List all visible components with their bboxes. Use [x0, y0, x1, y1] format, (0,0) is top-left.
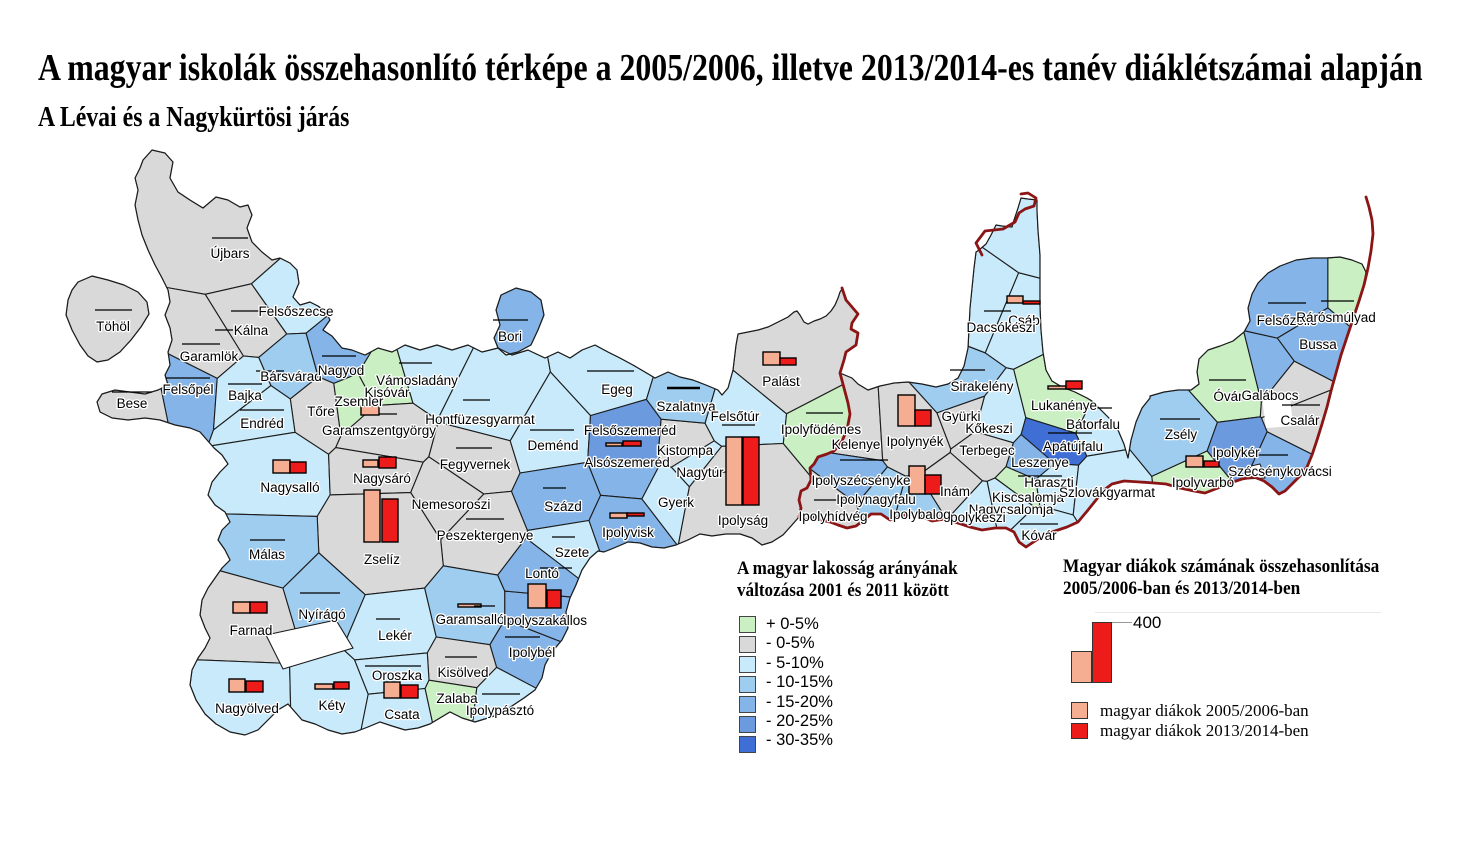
svg-text:Zsély: Zsély — [1165, 427, 1198, 442]
svg-text:Kisölved: Kisölved — [437, 665, 488, 680]
svg-text:Újbars: Újbars — [210, 246, 249, 261]
svg-text:Ipolybalog: Ipolybalog — [889, 507, 951, 522]
svg-text:Lukanénye: Lukanénye — [1031, 398, 1097, 413]
svg-text:Csata: Csata — [384, 707, 420, 722]
svg-text:Nagysáró: Nagysáró — [353, 471, 411, 486]
svg-text:Kőkeszi: Kőkeszi — [965, 421, 1012, 436]
svg-text:Kálna: Kálna — [234, 323, 269, 338]
svg-text:Málas: Málas — [249, 547, 285, 562]
svg-text:Zsemlér: Zsemlér — [335, 394, 384, 409]
svg-text:Garamsalló: Garamsalló — [435, 612, 504, 627]
svg-text:Bajka: Bajka — [228, 388, 262, 403]
svg-text:Nagyod: Nagyod — [318, 363, 365, 378]
svg-text:Kéty: Kéty — [318, 698, 345, 713]
svg-text:Nagytúr: Nagytúr — [676, 465, 724, 480]
svg-text:Apátújfalu: Apátújfalu — [1043, 439, 1103, 454]
svg-text:Lontó: Lontó — [525, 566, 559, 581]
svg-text:Egeg: Egeg — [601, 382, 633, 397]
svg-text:Hontfüzesgyarmat: Hontfüzesgyarmat — [425, 412, 535, 427]
svg-text:Bussa: Bussa — [1299, 337, 1337, 352]
svg-text:Szécsénykovácsi: Szécsénykovácsi — [1228, 464, 1332, 479]
svg-text:Zselíz: Zselíz — [364, 552, 400, 567]
svg-text:Gyerk: Gyerk — [658, 495, 694, 510]
svg-text:Tőre: Tőre — [307, 404, 335, 419]
svg-text:Felsőzellő: Felsőzellő — [1257, 313, 1318, 328]
svg-text:Ipolyszakállos: Ipolyszakállos — [503, 613, 587, 628]
svg-text:Garamszentgyörgy: Garamszentgyörgy — [322, 423, 436, 438]
svg-text:Ipolyság: Ipolyság — [718, 513, 768, 528]
svg-text:Zalaba: Zalaba — [436, 691, 478, 706]
svg-text:Ipolykeszi: Ipolykeszi — [946, 510, 1005, 525]
svg-text:Vámosladány: Vámosladány — [376, 373, 458, 388]
svg-text:Felsőszecse: Felsőszecse — [258, 304, 333, 319]
svg-text:Százd: Százd — [544, 499, 582, 514]
svg-text:Palást: Palást — [762, 374, 800, 389]
svg-text:Felsőszemeréd: Felsőszemeréd — [584, 423, 676, 438]
svg-text:Alsószemeréd: Alsószemeréd — [584, 455, 670, 470]
svg-text:Deménd: Deménd — [527, 438, 578, 453]
svg-text:Fegyvernek: Fegyvernek — [440, 457, 511, 472]
svg-text:Peszektergenye: Peszektergenye — [437, 528, 534, 543]
svg-text:Oroszka: Oroszka — [372, 668, 423, 683]
svg-text:Felsőtúr: Felsőtúr — [711, 409, 760, 424]
svg-text:Ipolyvisk: Ipolyvisk — [602, 525, 654, 540]
svg-text:Endréd: Endréd — [240, 416, 284, 431]
svg-text:Szlovákgyarmat: Szlovákgyarmat — [1059, 485, 1155, 500]
svg-text:Rárósmúlyad: Rárósmúlyad — [1296, 310, 1376, 325]
svg-text:Farnad: Farnad — [230, 623, 273, 638]
svg-text:Nemesoroszi: Nemesoroszi — [412, 497, 491, 512]
svg-text:Ipolyhídvég: Ipolyhídvég — [798, 509, 867, 524]
svg-text:Ipolykér: Ipolykér — [1212, 445, 1260, 460]
svg-text:Garamlök: Garamlök — [180, 349, 239, 364]
svg-text:Szete: Szete — [555, 545, 590, 560]
svg-text:Dacsókeszi: Dacsókeszi — [966, 320, 1035, 335]
svg-text:Bársvárad: Bársvárad — [260, 369, 322, 384]
svg-text:Bese: Bese — [117, 396, 148, 411]
svg-text:Terbegec: Terbegec — [959, 443, 1015, 458]
svg-text:Nagycsalomja: Nagycsalomja — [969, 502, 1054, 517]
svg-text:Csalár: Csalár — [1280, 413, 1320, 428]
svg-text:Leszenye: Leszenye — [1011, 455, 1069, 470]
svg-text:Óvár: Óvár — [1213, 389, 1243, 404]
svg-text:Kistompa: Kistompa — [657, 443, 714, 458]
svg-text:Ipolyvarbó: Ipolyvarbó — [1172, 475, 1234, 490]
svg-text:Nagysalló: Nagysalló — [260, 480, 319, 495]
svg-text:Ipolybél: Ipolybél — [509, 645, 556, 660]
svg-text:Nyírágó: Nyírágó — [298, 607, 345, 622]
svg-text:Nagyölved: Nagyölved — [215, 701, 279, 716]
svg-text:Ipolyszécsényke: Ipolyszécsényke — [811, 473, 910, 488]
svg-text:Ipolyfödémes: Ipolyfödémes — [781, 422, 862, 437]
svg-text:Töhöl: Töhöl — [96, 319, 130, 334]
svg-text:Felsőpél: Felsőpél — [162, 382, 213, 397]
svg-text:Bátorfalu: Bátorfalu — [1066, 417, 1120, 432]
svg-text:Galábocs: Galábocs — [1241, 388, 1298, 403]
svg-text:Lekér: Lekér — [378, 628, 412, 643]
svg-text:Inám: Inám — [940, 484, 970, 499]
svg-text:Kelenye: Kelenye — [832, 437, 881, 452]
svg-text:Csáb: Csáb — [1008, 313, 1040, 328]
svg-text:Szalatnya: Szalatnya — [656, 399, 716, 414]
svg-text:Ipolynyék: Ipolynyék — [886, 434, 943, 449]
svg-text:Kóvár: Kóvár — [1021, 528, 1057, 543]
svg-text:Kiscsalomja: Kiscsalomja — [992, 490, 1065, 505]
svg-text:Haraszti: Haraszti — [1024, 475, 1074, 490]
svg-text:Gyürki: Gyürki — [941, 409, 980, 424]
svg-text:Ipolynagyfalu: Ipolynagyfalu — [836, 492, 916, 507]
svg-text:Bori: Bori — [498, 329, 522, 344]
svg-text:Ipolypásztó: Ipolypásztó — [466, 703, 534, 718]
svg-text:Kisóvár: Kisóvár — [364, 385, 410, 400]
svg-text:Sirakelény: Sirakelény — [950, 379, 1013, 394]
